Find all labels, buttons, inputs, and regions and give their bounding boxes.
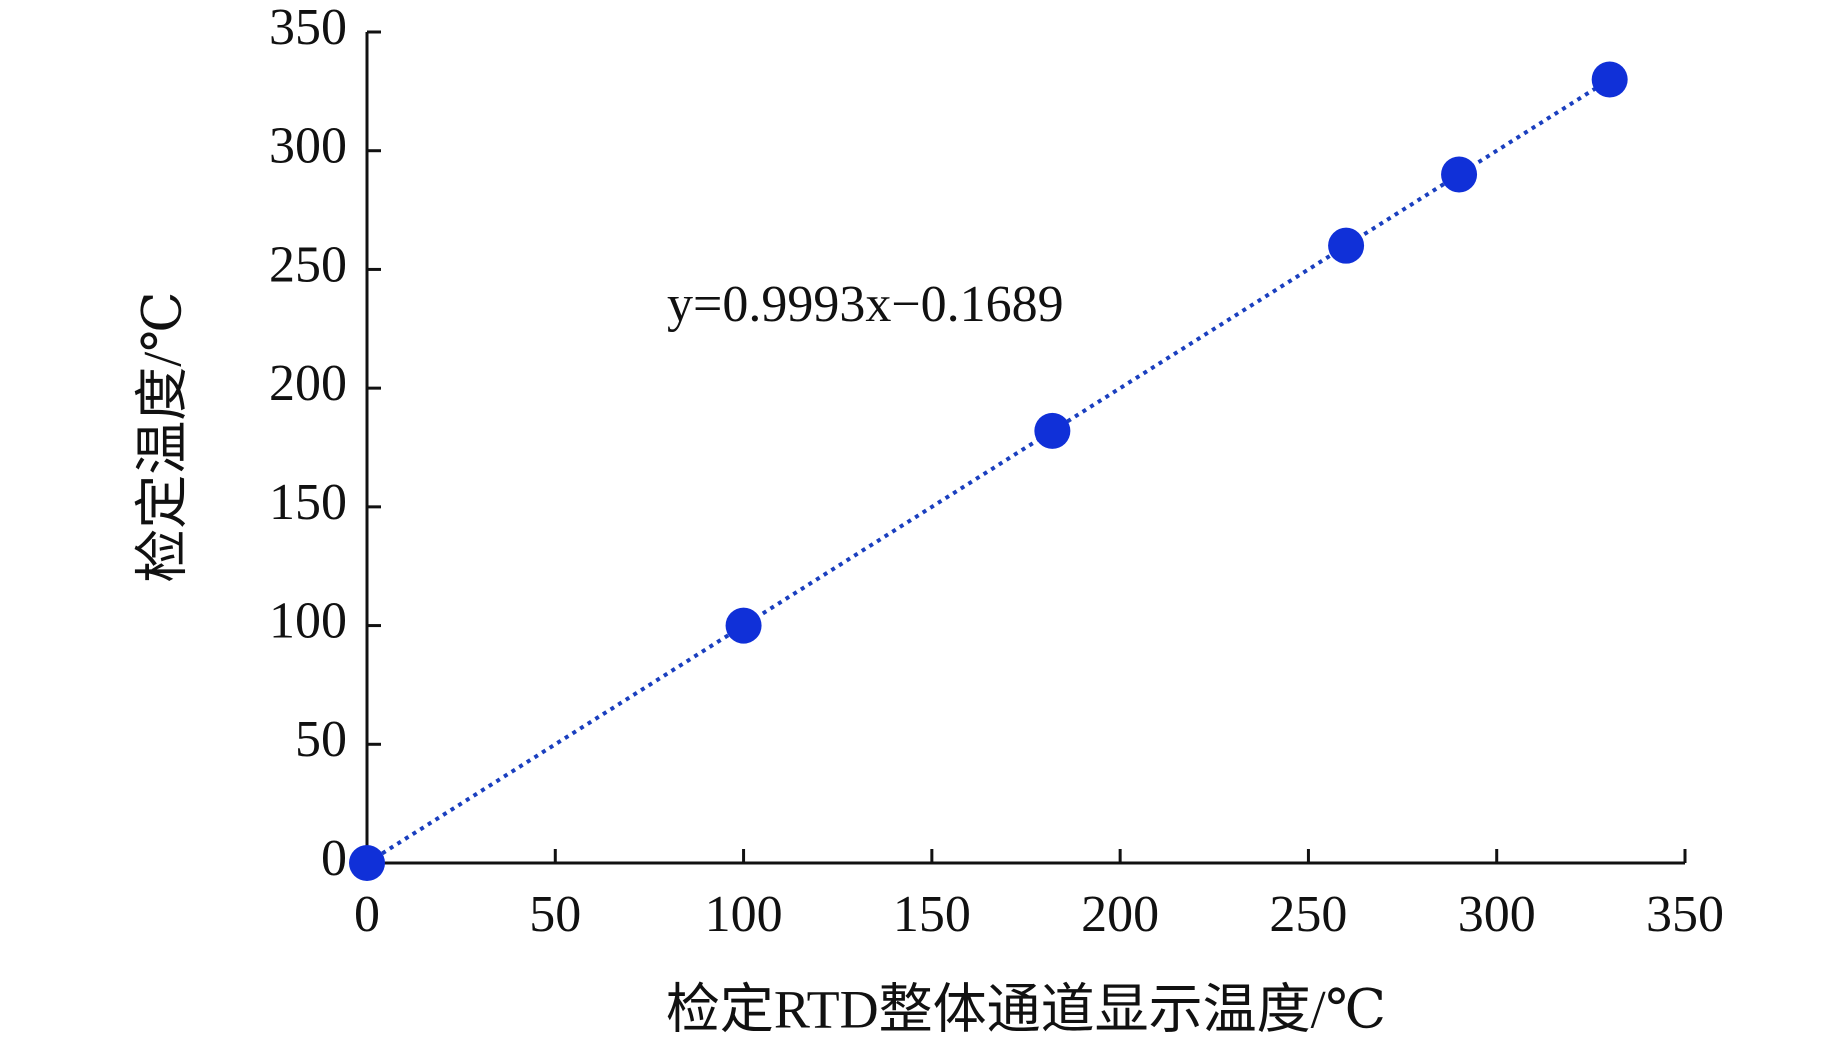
x-tick-label: 350: [1646, 886, 1724, 943]
point: [1591, 61, 1628, 98]
x-axis-label: 检定RTD整体通道显示温度/℃: [666, 979, 1386, 1039]
equation: y=0.9993x−0.1689: [667, 276, 1064, 333]
y-tick-label: 100: [269, 593, 347, 650]
x-tick-label: 100: [705, 886, 783, 943]
x-tick-label: 300: [1458, 886, 1536, 943]
fit-line: [365, 77, 1611, 865]
point: [349, 845, 385, 881]
y-tick-label: 250: [269, 236, 347, 293]
y-tick-label: 200: [269, 355, 347, 412]
x-tick-label: 200: [1081, 886, 1159, 943]
y-axis-label: 检定温度/℃: [132, 291, 192, 582]
y-tick-label: 300: [269, 118, 347, 175]
y-tick-label: 0: [321, 830, 347, 887]
point: [1441, 156, 1478, 193]
y-tick-label: 150: [269, 474, 347, 531]
x-tick-label: 0: [354, 886, 380, 943]
y-tick-label: 50: [295, 711, 347, 768]
x-tick-label: 150: [893, 886, 971, 943]
x-tick-label: 250: [1269, 886, 1347, 943]
point: [1034, 412, 1071, 449]
y-tick-label: 350: [269, 0, 347, 56]
point: [1328, 227, 1365, 264]
point: [725, 607, 762, 644]
x-tick-label: 50: [529, 886, 581, 943]
